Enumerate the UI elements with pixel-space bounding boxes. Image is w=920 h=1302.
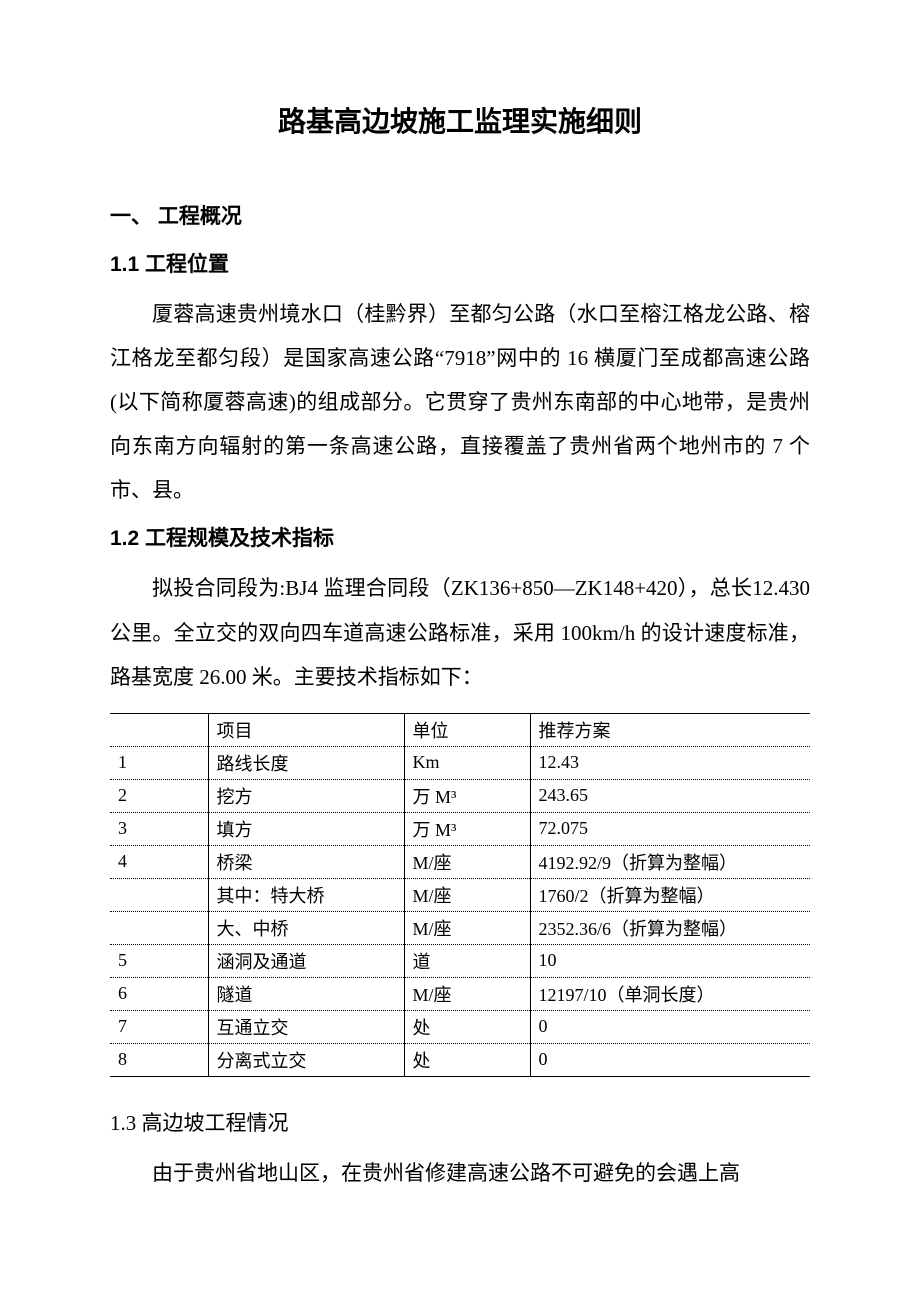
table-cell: 4192.92/9（折算为整幅） [530,845,810,878]
table-row: 2 挖方 万 M³ 243.65 [110,779,810,812]
table-cell [110,911,208,944]
section-1-1-heading: 1.1 工程位置 [110,248,810,278]
table-row: 8 分离式立交 处 0 [110,1043,810,1076]
table-cell: M/座 [404,845,530,878]
section-1-3-heading: 1.3 高边坡工程情况 [110,1107,810,1137]
table-cell: 挖方 [208,779,404,812]
table-cell: 大、中桥 [208,911,404,944]
table-cell: 处 [404,1010,530,1043]
table-row: 1 路线长度 Km 12.43 [110,746,810,779]
table-cell: 2 [110,779,208,812]
table-cell: 3 [110,812,208,845]
section-1-2-heading: 1.2 工程规模及技术指标 [110,522,810,552]
table-cell: 万 M³ [404,779,530,812]
table-cell: 道 [404,944,530,977]
table-cell: 桥梁 [208,845,404,878]
table-cell: M/座 [404,878,530,911]
table-cell: 12.43 [530,746,810,779]
table-header-row: 项目 单位 推荐方案 [110,713,810,746]
table-cell: M/座 [404,911,530,944]
table-cell: M/座 [404,977,530,1010]
table-row: 3 填方 万 M³ 72.075 [110,812,810,845]
table-cell: 8 [110,1043,208,1076]
document-title: 路基高边坡施工监理实施细则 [110,100,810,140]
table-cell: 12197/10（单洞长度） [530,977,810,1010]
table-cell: 填方 [208,812,404,845]
table-cell: 72.075 [530,812,810,845]
table-row: 5 涵洞及通道 道 10 [110,944,810,977]
table-cell: 互通立交 [208,1010,404,1043]
table-row: 4 桥梁 M/座 4192.92/9（折算为整幅） [110,845,810,878]
table-header-cell [110,713,208,746]
table-header-cell: 推荐方案 [530,713,810,746]
table-cell: 涵洞及通道 [208,944,404,977]
table-row: 7 互通立交 处 0 [110,1010,810,1043]
table-cell: 其中：特大桥 [208,878,404,911]
table-header-cell: 项目 [208,713,404,746]
table-cell: 分离式立交 [208,1043,404,1076]
section-1-3-para: 由于贵州省地山区，在贵州省修建高速公路不可避免的会遇上高 [110,1151,810,1195]
table-cell: 2352.36/6（折算为整幅） [530,911,810,944]
tech-spec-table: 项目 单位 推荐方案 1 路线长度 Km 12.43 2 挖方 万 M³ 243… [110,713,810,1077]
table-cell: 路线长度 [208,746,404,779]
table-cell: 0 [530,1043,810,1076]
table-cell: 0 [530,1010,810,1043]
table-cell: 4 [110,845,208,878]
table-header-cell: 单位 [404,713,530,746]
table-cell: 7 [110,1010,208,1043]
table-cell: 万 M³ [404,812,530,845]
table-cell: 隧道 [208,977,404,1010]
table-cell: 10 [530,944,810,977]
section-1-heading: 一、 工程概况 [110,200,810,230]
table-row: 其中：特大桥 M/座 1760/2（折算为整幅） [110,878,810,911]
table-cell [110,878,208,911]
table-cell: 1760/2（折算为整幅） [530,878,810,911]
table-cell: Km [404,746,530,779]
table-cell: 243.65 [530,779,810,812]
table-cell: 6 [110,977,208,1010]
section-1-1-para: 厦蓉高速贵州境水口（桂黔界）至都匀公路（水口至榕江格龙公路、榕江格龙至都匀段）是… [110,292,810,512]
table-row: 大、中桥 M/座 2352.36/6（折算为整幅） [110,911,810,944]
section-1-2-para: 拟投合同段为:BJ4 监理合同段（ZK136+850—ZK148+420），总长… [110,566,810,698]
table-cell: 处 [404,1043,530,1076]
table-cell: 5 [110,944,208,977]
table-row: 6 隧道 M/座 12197/10（单洞长度） [110,977,810,1010]
table-cell: 1 [110,746,208,779]
